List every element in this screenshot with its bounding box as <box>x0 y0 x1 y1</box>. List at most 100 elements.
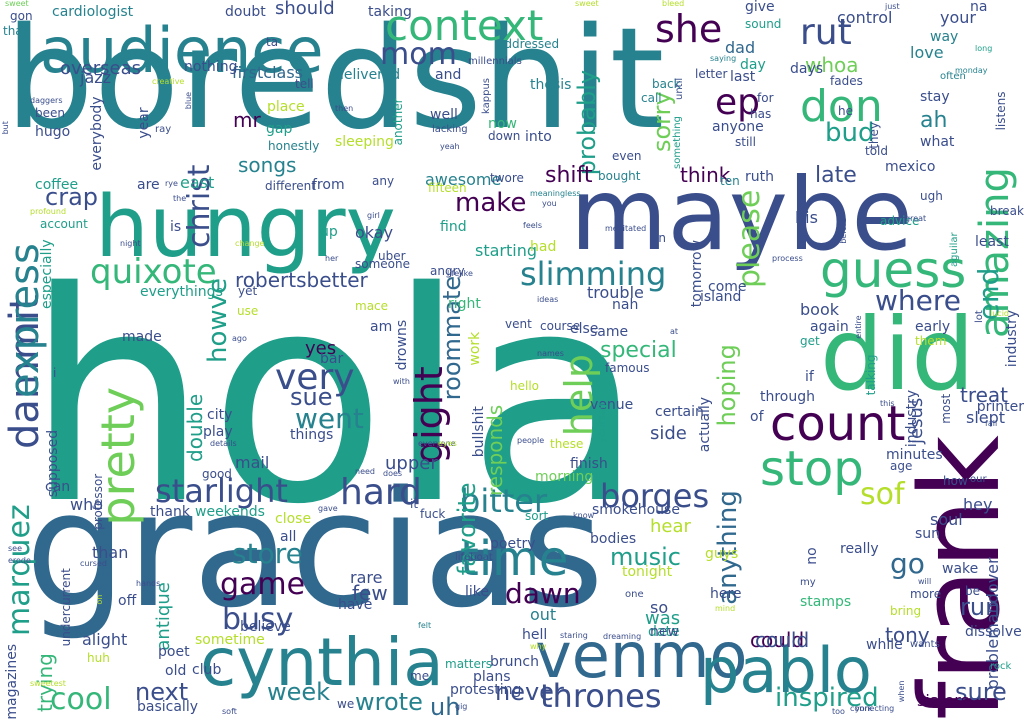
word-trouble: trouble <box>587 283 644 302</box>
word-angry: angry <box>430 264 465 278</box>
word-until: until <box>674 77 685 100</box>
word-make: make <box>455 188 527 218</box>
word-basically: basically <box>137 699 198 715</box>
word-our: our <box>970 474 987 485</box>
word-from: from <box>312 177 345 193</box>
word-firstclass: firstclass <box>232 63 303 82</box>
word-cool: cool <box>50 682 112 717</box>
word-on: on <box>95 594 104 605</box>
word-taking: taking <box>368 4 412 20</box>
word-time: time <box>460 531 569 587</box>
word-thesis: thesis <box>530 77 572 93</box>
word-is: is <box>170 219 182 235</box>
word-else: else <box>570 321 599 337</box>
word-long: long <box>975 44 993 53</box>
word-names: names <box>537 349 564 358</box>
word-meditated: meditated <box>605 224 647 233</box>
word-with: with <box>393 377 410 386</box>
word-east: east <box>180 173 215 192</box>
word-they: they <box>867 122 881 149</box>
word-starlight: starlight <box>155 472 288 510</box>
word-slimming: slimming <box>520 255 667 293</box>
word-wants: wants <box>910 639 940 650</box>
word-city: city <box>207 407 233 423</box>
word-need: need <box>355 467 375 476</box>
word-break: break <box>990 204 1024 218</box>
word-songs: songs <box>238 153 297 177</box>
word-where: where <box>875 284 961 317</box>
word-few: few <box>352 581 388 605</box>
word-soft: soft <box>222 707 237 716</box>
word-feels: feels <box>523 221 543 230</box>
word-gap: gap <box>266 121 293 137</box>
word-way: way <box>930 29 959 45</box>
word-magazines: magazines <box>4 644 20 720</box>
word-bought: bought <box>598 169 641 183</box>
word-undercurrent: undercurrent <box>59 568 73 647</box>
word-meaningless: meaningless <box>530 189 581 198</box>
word-na: na <box>970 0 988 15</box>
word-but: but <box>1 121 10 135</box>
word-be: be <box>965 584 980 598</box>
word-printer: printer <box>976 399 1024 415</box>
word-have: have <box>338 597 373 613</box>
word-doubt: doubt <box>225 4 266 20</box>
word-smokehouse: smokehouse <box>592 502 680 518</box>
word-help: help <box>557 354 601 437</box>
word-treat: treat <box>960 383 1009 407</box>
word-yeah: yeah <box>440 142 460 151</box>
word-work: work <box>467 331 483 366</box>
word-sweet: sweet <box>575 0 599 8</box>
word-game: game <box>220 567 306 602</box>
word-staring: staring <box>560 631 588 640</box>
word-things: things <box>290 427 334 443</box>
word-we: we <box>337 697 355 711</box>
word-vent: vent <box>505 317 532 331</box>
word-that: that <box>3 24 28 38</box>
word-connecting: connecting <box>850 704 895 713</box>
word-yet: yet <box>238 284 258 298</box>
word-all: all <box>280 529 297 545</box>
word-i: i <box>53 366 57 380</box>
word-them: them <box>915 334 947 348</box>
word-ruth: ruth <box>745 169 774 185</box>
word-lot: lot <box>974 310 985 323</box>
word-gracias: gracias <box>25 456 605 643</box>
word-old: old <box>165 663 187 679</box>
word-place: place <box>267 99 305 115</box>
word-industry: industry <box>904 389 920 448</box>
word-often: often <box>940 71 966 82</box>
word-up: up <box>320 224 338 240</box>
word-guys: guys <box>705 546 739 562</box>
word-mind: mind <box>715 604 736 613</box>
word-gon: gon <box>10 9 33 23</box>
word-details: details <box>210 439 237 448</box>
word-if: if <box>805 369 814 385</box>
word-before: before <box>839 218 848 244</box>
word-advice: advice <box>880 214 920 228</box>
word-too: too <box>832 707 845 716</box>
word-use: use <box>237 304 259 318</box>
word-ago: ago <box>232 334 247 343</box>
word-daggers: daggers <box>30 96 63 105</box>
word-cynthia: cynthia <box>200 624 444 701</box>
word-play: play <box>203 424 233 440</box>
word-then: then <box>335 104 354 113</box>
word-probably: probably <box>573 69 601 176</box>
word-should: should <box>275 0 335 19</box>
word-was: was <box>645 608 681 629</box>
word-kappus: kappus <box>481 78 492 114</box>
word-listens: listens <box>994 91 1008 131</box>
word-get: get <box>800 334 820 348</box>
word-poet: poet <box>158 644 190 660</box>
word-am: am <box>370 319 393 335</box>
word-roommate: roommate <box>438 275 466 401</box>
word-dissolve: dissolve <box>965 624 1022 640</box>
word-has: has <box>750 107 772 121</box>
word-find: find <box>440 219 467 235</box>
word-blue: blue <box>184 91 193 110</box>
word-hugo: hugo <box>35 124 71 140</box>
word-minutes: minutes <box>886 447 943 463</box>
word-soul: soul <box>930 510 963 529</box>
word-boredshit: boredshit <box>5 0 665 161</box>
